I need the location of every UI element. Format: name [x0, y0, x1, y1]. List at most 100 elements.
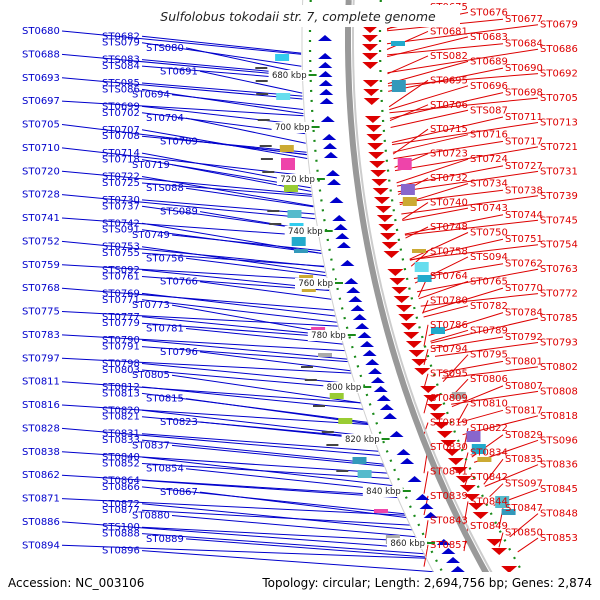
right-gene-label[interactable]: ST0853: [540, 533, 578, 544]
left-gene-label[interactable]: ST0752: [22, 236, 60, 247]
left-gene-label[interactable]: ST0761: [102, 272, 140, 283]
right-gene-label[interactable]: ST0763: [540, 264, 578, 275]
right-gene-label[interactable]: ST0809: [430, 393, 468, 404]
left-gene-label[interactable]: ST0783: [22, 330, 60, 341]
left-gene-label[interactable]: STS088: [146, 183, 184, 194]
left-gene-label[interactable]: ST0791: [102, 342, 140, 353]
right-gene-label[interactable]: ST0731: [540, 166, 578, 177]
left-gene-label[interactable]: ST0812: [102, 382, 140, 393]
left-gene-label[interactable]: ST0773: [132, 300, 170, 311]
left-gene-label[interactable]: ST0709: [160, 137, 198, 148]
right-gene-label[interactable]: ST0835: [505, 454, 543, 465]
left-gene-label[interactable]: ST0680: [22, 26, 60, 37]
left-gene-label[interactable]: STS085: [102, 78, 140, 89]
left-gene-label[interactable]: STS083: [102, 55, 140, 66]
left-gene-label[interactable]: ST0867: [160, 487, 198, 498]
left-gene-label[interactable]: STS084: [102, 61, 140, 72]
right-gene-label[interactable]: ST0758: [430, 246, 468, 257]
left-gene-label[interactable]: ST0820: [102, 405, 140, 416]
left-gene-label[interactable]: ST0872: [102, 499, 140, 510]
right-gene-label[interactable]: ST0786: [430, 320, 468, 331]
left-gene-label[interactable]: ST0797: [22, 353, 60, 364]
left-gene-label[interactable]: ST0896: [102, 546, 140, 557]
right-gene-label[interactable]: ST0829: [505, 430, 543, 441]
left-gene-label[interactable]: ST0805: [132, 370, 170, 381]
left-gene-label[interactable]: ST0811: [22, 377, 60, 388]
left-gene-label[interactable]: ST0880: [132, 511, 170, 522]
right-gene-label[interactable]: ST0734: [470, 179, 508, 190]
right-gene-label[interactable]: ST0738: [505, 185, 543, 196]
left-gene-label[interactable]: STS079: [102, 38, 140, 49]
left-gene-label[interactable]: ST0777: [102, 312, 140, 323]
right-gene-label[interactable]: ST0724: [470, 154, 508, 165]
left-gene-label[interactable]: ST0710: [22, 143, 60, 154]
left-gene-label[interactable]: ST0866: [102, 482, 140, 493]
left-gene-label[interactable]: ST0688: [22, 49, 60, 60]
right-gene-label[interactable]: ST0713: [540, 118, 578, 129]
right-gene-label[interactable]: STS095: [430, 369, 468, 380]
right-gene-label[interactable]: ST0705: [540, 93, 578, 104]
right-gene-label[interactable]: ST0845: [540, 484, 578, 495]
left-gene-label[interactable]: ST0693: [22, 73, 60, 84]
right-gene-label[interactable]: ST0715: [430, 124, 468, 135]
left-gene-label[interactable]: ST0725: [102, 178, 140, 189]
left-gene-label[interactable]: ST0790: [102, 335, 140, 346]
left-gene-label[interactable]: STS092: [102, 265, 140, 276]
left-gene-label[interactable]: ST0756: [146, 253, 184, 264]
right-gene-label[interactable]: ST0794: [430, 344, 468, 355]
right-gene-label[interactable]: ST0772: [540, 289, 578, 300]
right-gene-label[interactable]: ST0806: [470, 374, 508, 385]
left-gene-label[interactable]: ST0749: [132, 230, 170, 241]
right-gene-label[interactable]: ST0848: [540, 509, 578, 520]
right-gene-label[interactable]: ST0842: [470, 472, 508, 483]
left-gene-label[interactable]: ST0815: [146, 394, 184, 405]
left-gene-label[interactable]: ST0831: [102, 429, 140, 440]
right-gene-label[interactable]: ST0739: [540, 191, 578, 202]
right-gene-label[interactable]: ST0792: [505, 332, 543, 343]
right-gene-label[interactable]: ST0754: [540, 240, 578, 251]
right-gene-label[interactable]: ST0744: [505, 210, 543, 221]
right-gene-label[interactable]: ST0822: [470, 423, 508, 434]
right-gene-label[interactable]: ST0689: [470, 56, 508, 67]
left-gene-label[interactable]: ST0798: [102, 359, 140, 370]
right-gene-label[interactable]: ST0740: [430, 198, 468, 209]
left-gene-label[interactable]: ST0833: [102, 435, 140, 446]
right-gene-label[interactable]: ST0801: [505, 356, 543, 367]
right-gene-label[interactable]: STS087: [470, 105, 508, 116]
left-gene-label[interactable]: ST0871: [22, 494, 60, 505]
left-gene-label[interactable]: ST0781: [146, 324, 184, 335]
right-gene-label[interactable]: ST0723: [430, 149, 468, 160]
right-gene-label[interactable]: ST0762: [505, 259, 543, 270]
left-gene-label[interactable]: ST0720: [22, 166, 60, 177]
left-gene-label[interactable]: ST0838: [22, 447, 60, 458]
left-gene-label[interactable]: ST0889: [146, 534, 184, 545]
left-gene-label[interactable]: ST0888: [102, 529, 140, 540]
right-gene-label[interactable]: ST0716: [470, 130, 508, 141]
right-gene-label[interactable]: ST0782: [470, 301, 508, 312]
left-gene-label[interactable]: ST0699: [102, 101, 140, 112]
right-gene-label[interactable]: ST0830: [430, 442, 468, 453]
right-gene-label[interactable]: ST0721: [540, 142, 578, 153]
right-gene-label[interactable]: ST0750: [470, 228, 508, 239]
left-gene-label[interactable]: ST0837: [132, 440, 170, 451]
right-gene-label[interactable]: ST0676: [470, 8, 508, 19]
left-gene-label[interactable]: ST0886: [22, 517, 60, 528]
left-gene-label[interactable]: STS086: [102, 84, 140, 95]
left-gene-label[interactable]: ST0759: [22, 260, 60, 271]
right-gene-label[interactable]: ST0717: [505, 136, 543, 147]
left-gene-label[interactable]: ST0854: [146, 464, 184, 475]
left-gene-label[interactable]: ST0864: [102, 475, 140, 486]
right-gene-label[interactable]: ST0677: [505, 14, 543, 25]
left-gene-label[interactable]: STS089: [160, 207, 198, 218]
left-gene-label[interactable]: ST0803: [102, 365, 140, 376]
right-gene-label[interactable]: ST0807: [505, 381, 543, 392]
right-gene-label[interactable]: ST0780: [430, 295, 468, 306]
right-gene-label[interactable]: ST0770: [505, 283, 543, 294]
left-gene-label[interactable]: ST0718: [102, 155, 140, 166]
left-gene-label[interactable]: ST0755: [102, 248, 140, 259]
left-gene-label[interactable]: ST0737: [102, 201, 140, 212]
left-gene-label[interactable]: ST0707: [102, 125, 140, 136]
left-gene-label[interactable]: ST0730: [102, 195, 140, 206]
right-gene-label[interactable]: ST0764: [430, 271, 468, 282]
right-gene-label[interactable]: ST0696: [470, 81, 508, 92]
